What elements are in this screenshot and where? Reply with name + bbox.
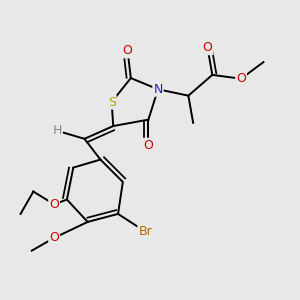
Text: Br: Br (138, 225, 152, 238)
Text: N: N (153, 83, 163, 96)
Text: H: H (52, 124, 62, 137)
Text: O: O (202, 41, 212, 54)
Text: S: S (108, 96, 116, 109)
Text: O: O (143, 139, 153, 152)
Text: O: O (123, 44, 133, 57)
Text: O: O (49, 231, 59, 244)
Text: O: O (49, 198, 59, 211)
Text: O: O (236, 72, 246, 85)
